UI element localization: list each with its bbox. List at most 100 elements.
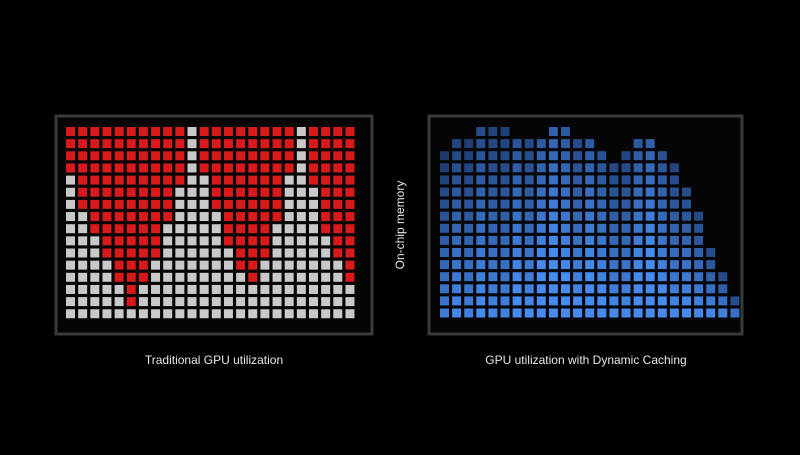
cell-used bbox=[272, 187, 282, 197]
cell-used bbox=[138, 224, 148, 234]
cell bbox=[536, 199, 546, 209]
cell-used bbox=[90, 127, 100, 136]
cell bbox=[488, 235, 498, 245]
cell-free bbox=[296, 236, 306, 246]
cell bbox=[621, 163, 631, 173]
cell-free bbox=[138, 297, 148, 307]
cell bbox=[512, 151, 522, 161]
cell-used bbox=[333, 224, 343, 234]
cell bbox=[524, 151, 534, 161]
cell-free bbox=[284, 260, 294, 270]
cell-used bbox=[248, 236, 258, 246]
cell-free bbox=[151, 284, 161, 294]
cell-used bbox=[211, 175, 221, 185]
cell-free bbox=[102, 272, 112, 282]
cell-used bbox=[248, 260, 258, 270]
cell-free bbox=[175, 284, 185, 294]
cell-used bbox=[126, 272, 136, 282]
cell-free bbox=[309, 212, 318, 222]
cell-used bbox=[102, 175, 112, 185]
cell bbox=[561, 199, 570, 209]
cell bbox=[524, 175, 534, 185]
cell-used bbox=[260, 163, 270, 173]
cell bbox=[585, 187, 595, 197]
cell-free bbox=[138, 284, 148, 294]
cell-used bbox=[126, 139, 136, 149]
cell-free bbox=[102, 297, 112, 307]
cell bbox=[488, 139, 498, 149]
cell-used bbox=[66, 127, 75, 136]
cell bbox=[669, 199, 679, 209]
cell-free bbox=[151, 297, 161, 307]
cell bbox=[585, 296, 595, 306]
cell-used bbox=[102, 248, 112, 258]
cell bbox=[452, 151, 462, 161]
cell-used bbox=[345, 260, 355, 270]
cell-used bbox=[236, 127, 246, 136]
cell bbox=[573, 272, 583, 282]
cell bbox=[464, 199, 474, 209]
cell bbox=[730, 308, 740, 318]
cell-used bbox=[248, 224, 258, 234]
cell-free bbox=[102, 309, 112, 319]
cell bbox=[488, 127, 498, 136]
cell-free bbox=[272, 284, 282, 294]
cell-used bbox=[223, 224, 233, 234]
traditional-grid bbox=[66, 127, 355, 319]
cell bbox=[597, 235, 607, 245]
cell-free bbox=[296, 187, 306, 197]
cell-used bbox=[78, 199, 88, 209]
cell bbox=[488, 199, 498, 209]
cell bbox=[597, 260, 607, 270]
cell-used bbox=[211, 139, 221, 149]
cell-free bbox=[175, 187, 185, 197]
cell-free bbox=[284, 284, 294, 294]
cell-free bbox=[272, 297, 282, 307]
cell bbox=[500, 127, 510, 136]
cell bbox=[706, 296, 716, 306]
cell-free bbox=[309, 272, 318, 282]
cell bbox=[645, 308, 655, 318]
cell bbox=[585, 139, 595, 149]
cell-used bbox=[102, 187, 112, 197]
cell-free bbox=[187, 224, 197, 234]
cell-free bbox=[66, 199, 75, 209]
cell bbox=[500, 175, 510, 185]
cell-used bbox=[114, 175, 124, 185]
cell-used bbox=[151, 212, 161, 222]
cell-free bbox=[90, 248, 100, 258]
cell-used bbox=[333, 151, 343, 161]
cell-free bbox=[272, 236, 282, 246]
cell-free bbox=[309, 260, 318, 270]
cell-used bbox=[151, 151, 161, 161]
cell bbox=[585, 284, 595, 294]
cell bbox=[597, 223, 607, 233]
cell-used bbox=[199, 139, 209, 149]
cell-free bbox=[199, 175, 209, 185]
cell bbox=[524, 272, 534, 282]
cell-free bbox=[284, 187, 294, 197]
cell bbox=[500, 163, 510, 173]
cell bbox=[657, 211, 667, 221]
cell-free bbox=[309, 187, 318, 197]
cell-used bbox=[126, 127, 136, 136]
cell-used bbox=[126, 175, 136, 185]
cell bbox=[645, 211, 655, 221]
cell bbox=[548, 223, 558, 233]
cell bbox=[573, 248, 583, 257]
cell bbox=[536, 163, 546, 173]
cell-used bbox=[260, 187, 270, 197]
cell-free bbox=[321, 297, 331, 307]
cell bbox=[633, 139, 643, 149]
panel-caption: Traditional GPU utilization bbox=[145, 353, 283, 367]
cell-used bbox=[333, 212, 343, 222]
cell-free bbox=[296, 151, 306, 161]
cell bbox=[512, 211, 522, 221]
cell-free bbox=[199, 224, 209, 234]
cell-used bbox=[236, 175, 246, 185]
cell bbox=[464, 187, 474, 197]
cell-used bbox=[66, 139, 75, 149]
cell-used bbox=[138, 212, 148, 222]
cell-used bbox=[151, 199, 161, 209]
cell-free bbox=[163, 272, 173, 282]
